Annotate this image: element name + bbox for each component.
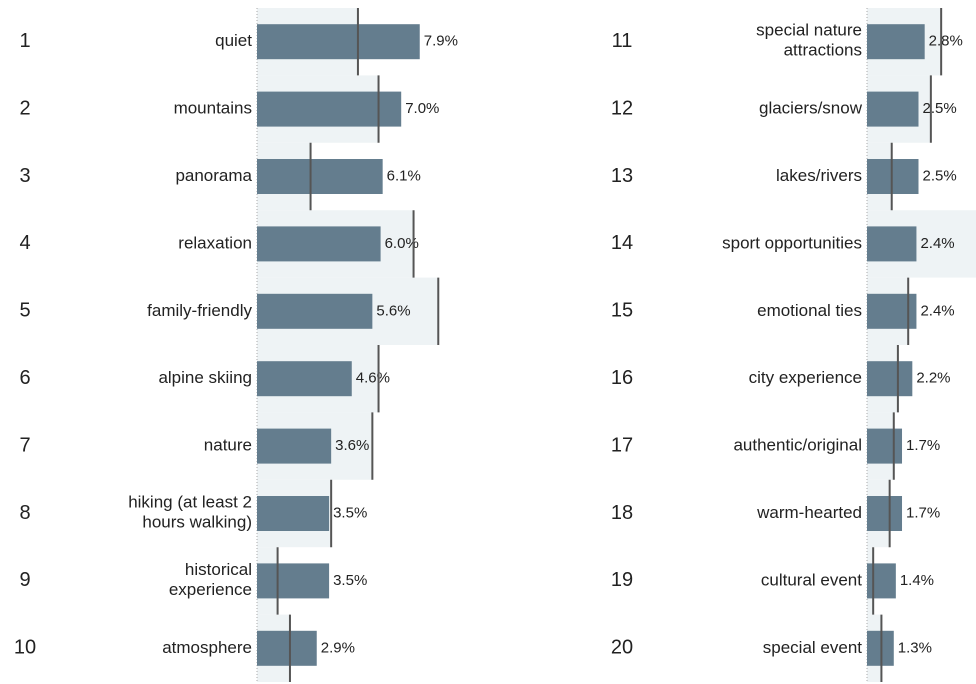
bar — [257, 428, 332, 464]
rank: 5 — [19, 300, 30, 322]
bar — [867, 24, 925, 60]
rank: 2 — [19, 97, 30, 119]
bar — [257, 630, 317, 666]
value-label: 4.6% — [356, 370, 390, 387]
value-label: 1.7% — [906, 504, 940, 521]
bar — [867, 226, 917, 262]
value-label: 7.9% — [424, 33, 458, 50]
rank: 9 — [19, 569, 30, 591]
value-label: 7.0% — [405, 100, 439, 117]
rank: 7 — [19, 434, 30, 456]
bar — [257, 361, 352, 397]
value-label: 2.8% — [929, 33, 963, 50]
value-label: 5.6% — [376, 302, 410, 319]
category-label: emotional ties — [757, 301, 862, 320]
rank: 6 — [19, 367, 30, 389]
value-label: 6.1% — [387, 167, 421, 184]
value-label: 3.5% — [333, 572, 367, 589]
category-label: atmosphere — [162, 638, 252, 657]
rank: 1 — [19, 30, 30, 52]
rank: 19 — [611, 569, 633, 591]
value-label: 2.2% — [916, 370, 950, 387]
value-label: 3.6% — [335, 437, 369, 454]
bar — [257, 226, 381, 262]
category-label: cultural event — [761, 570, 862, 589]
bar — [867, 91, 919, 127]
category-label: alpine skiing — [158, 368, 252, 387]
rank: 13 — [611, 165, 633, 187]
category-label: quiet — [215, 31, 252, 50]
value-label: 1.7% — [906, 437, 940, 454]
category-label: relaxation — [178, 233, 252, 252]
category-label: authentic/original — [733, 436, 862, 455]
rank: 11 — [612, 30, 633, 52]
bar — [257, 496, 330, 531]
rank: 18 — [611, 502, 633, 524]
category-label: historical experience — [169, 560, 252, 599]
value-label: 2.4% — [920, 302, 954, 319]
category-label: city experience — [749, 368, 862, 387]
category-label: special nature attractions — [756, 21, 862, 60]
category-label: warm-hearted — [756, 503, 862, 522]
bar — [867, 159, 919, 194]
bar — [867, 428, 903, 464]
category-label: family-friendly — [147, 301, 252, 320]
value-label: 6.0% — [385, 235, 419, 252]
category-label: nature — [204, 436, 252, 455]
bar — [257, 293, 373, 329]
bar — [257, 24, 420, 60]
rank: 3 — [19, 165, 30, 187]
bar — [257, 563, 330, 599]
category-label: panorama — [175, 166, 252, 185]
rank: 14 — [611, 232, 633, 254]
rank: 20 — [611, 637, 633, 659]
value-label: 1.3% — [898, 639, 932, 656]
bar — [867, 630, 894, 666]
category-label: lakes/rivers — [776, 166, 862, 185]
bar — [257, 91, 402, 127]
category-label: sport opportunities — [722, 233, 862, 252]
value-label: 2.5% — [923, 167, 957, 184]
category-label: hiking (at least 2 hours walking) — [128, 493, 252, 532]
rank: 4 — [19, 232, 30, 254]
value-label: 1.4% — [900, 572, 934, 589]
rank: 8 — [19, 502, 30, 524]
value-label: 2.9% — [321, 639, 355, 656]
rank: 16 — [611, 367, 633, 389]
bar — [867, 361, 913, 397]
rank: 12 — [611, 97, 633, 119]
rank: 17 — [611, 434, 633, 456]
rank: 10 — [14, 637, 36, 659]
category-label: special event — [763, 638, 863, 657]
bar — [867, 563, 896, 599]
bar — [257, 159, 383, 194]
category-label: mountains — [174, 99, 252, 118]
value-label: 2.4% — [920, 235, 954, 252]
value-label: 2.5% — [923, 100, 957, 117]
rank: 15 — [611, 300, 633, 322]
bar — [867, 496, 903, 531]
value-label: 3.5% — [333, 504, 367, 521]
category-label: glaciers/snow — [759, 99, 863, 118]
